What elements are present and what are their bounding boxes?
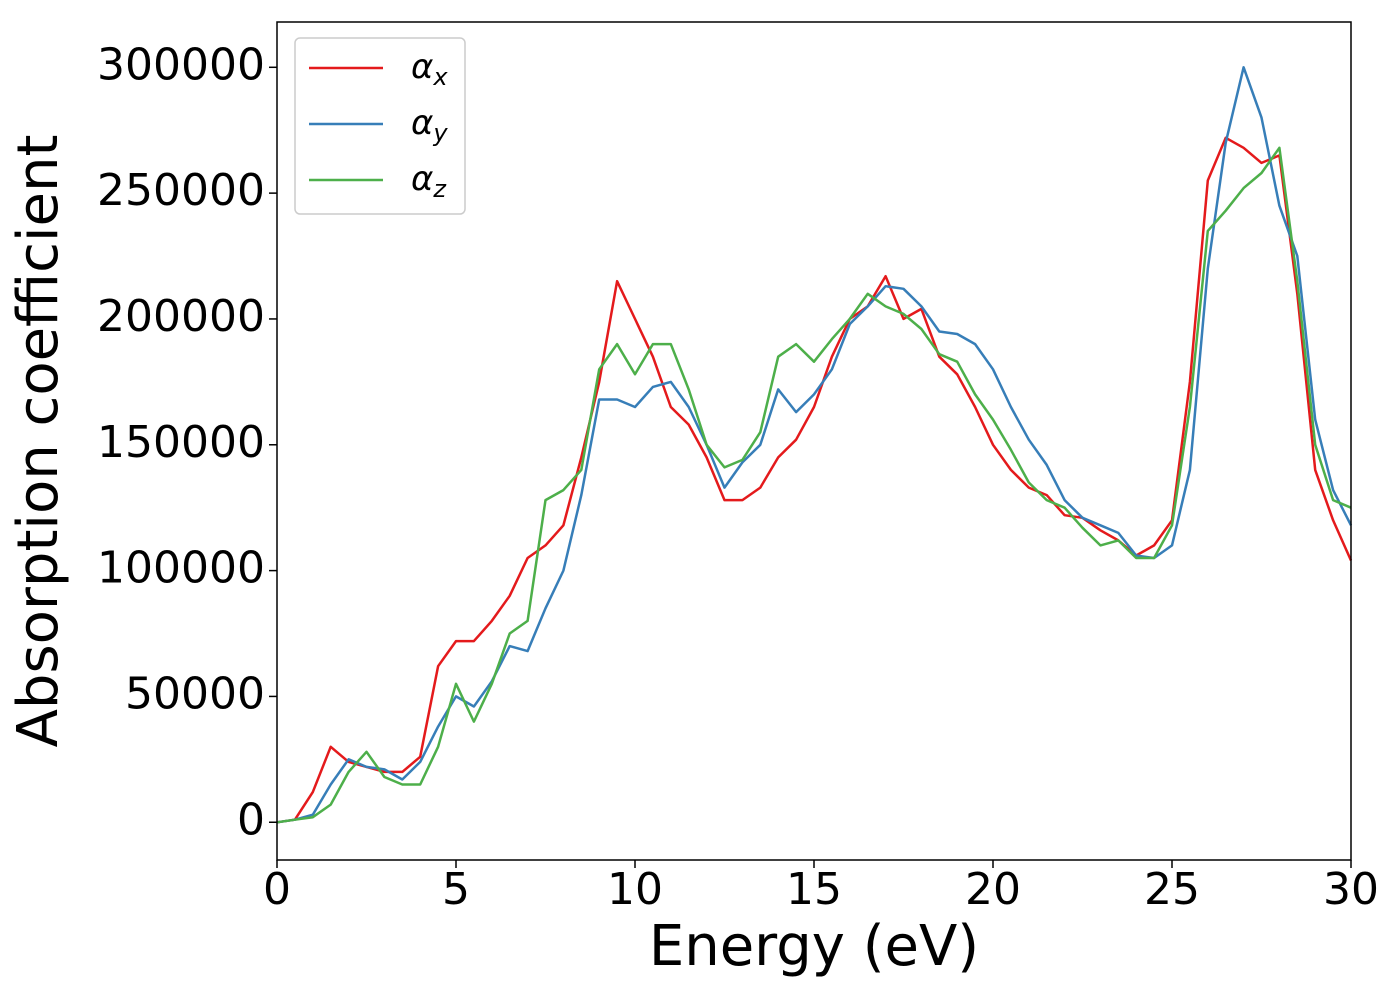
plot-frame [276, 21, 1352, 861]
legend-label: αx [411, 47, 448, 92]
y-tick-label: 300000 [97, 39, 265, 90]
y-tick-label: 50000 [125, 668, 265, 719]
x-tick-label: 15 [786, 864, 842, 915]
x-tick-label: 10 [607, 864, 663, 915]
x-tick-label: 25 [1144, 864, 1200, 915]
series-line [276, 66, 1353, 824]
legend-label: αz [411, 159, 447, 204]
y-axis-label: Absorption coefficient [6, 135, 71, 748]
x-tick-label: 5 [442, 864, 470, 915]
y-tick-label: 200000 [97, 291, 265, 342]
y-tick-label: 250000 [97, 165, 265, 216]
legend-box [294, 37, 466, 215]
x-axis-label: Energy (eV) [649, 914, 979, 979]
x-tick-label: 0 [263, 864, 291, 915]
series-line [276, 146, 1352, 824]
y-tick-label: 100000 [97, 543, 265, 594]
series-line [276, 136, 1353, 824]
x-tick-label: 30 [1323, 864, 1379, 915]
y-tick-label: 150000 [97, 417, 265, 468]
y-tick-label: 0 [237, 794, 265, 845]
legend-label: αy [411, 103, 448, 148]
x-tick-label: 20 [965, 864, 1021, 915]
